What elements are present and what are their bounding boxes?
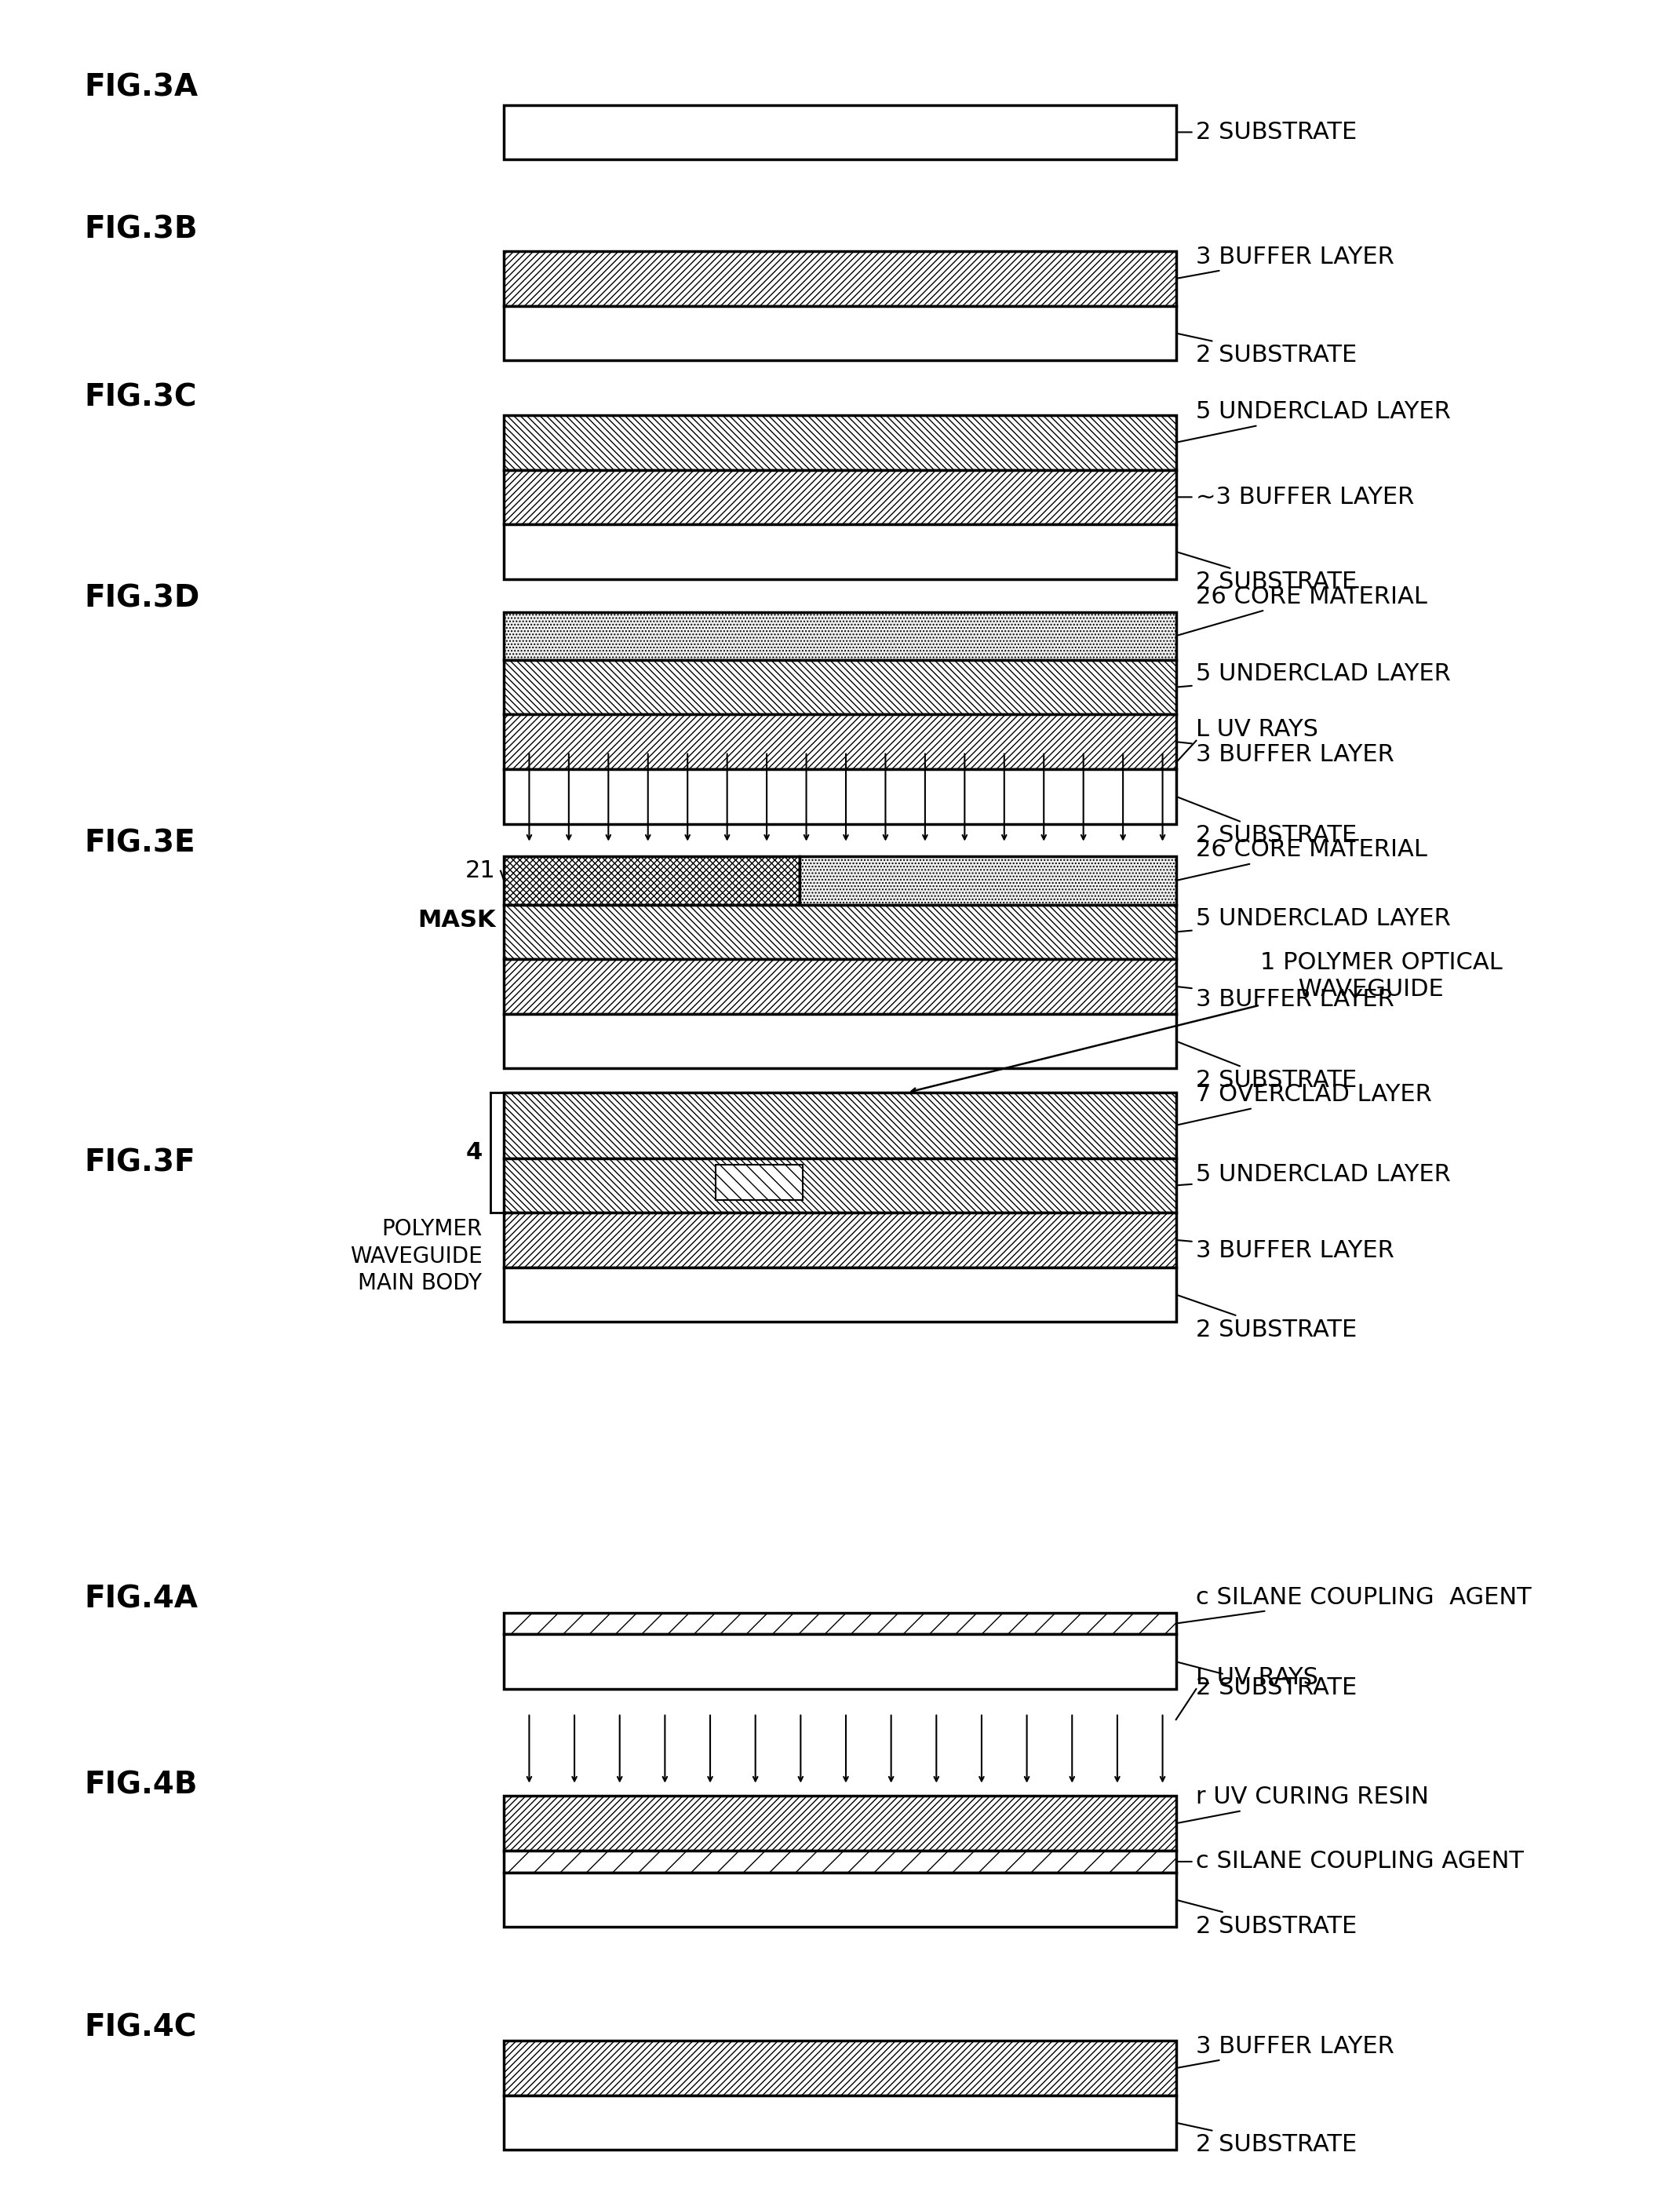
Bar bbox=[504, 769, 1176, 824]
Text: r UV CURING RESIN: r UV CURING RESIN bbox=[1178, 1785, 1430, 1822]
Bar bbox=[504, 1092, 1176, 1158]
Text: FIG.4C: FIG.4C bbox=[84, 2012, 197, 2043]
Text: 5 UNDERCLAD LAYER: 5 UNDERCLAD LAYER bbox=[1178, 662, 1452, 686]
Bar bbox=[504, 415, 1176, 470]
Text: FIG.3C: FIG.3C bbox=[84, 382, 197, 413]
Text: 7 OVERCLAD LAYER: 7 OVERCLAD LAYER bbox=[1178, 1084, 1433, 1125]
Text: 26 CORE MATERIAL: 26 CORE MATERIAL bbox=[1178, 586, 1428, 636]
Bar bbox=[504, 905, 1176, 959]
Text: 2 SUBSTRATE: 2 SUBSTRATE bbox=[1178, 334, 1357, 367]
Text: FIG.3B: FIG.3B bbox=[84, 214, 198, 245]
Bar bbox=[504, 251, 1176, 306]
Text: 26 CORE MATERIAL: 26 CORE MATERIAL bbox=[1178, 839, 1428, 881]
Text: 2 SUBSTRATE: 2 SUBSTRATE bbox=[1178, 2124, 1357, 2157]
Text: c SILANE COUPLING AGENT: c SILANE COUPLING AGENT bbox=[1178, 1851, 1524, 1873]
Bar bbox=[504, 857, 800, 905]
Text: ~3 BUFFER LAYER: ~3 BUFFER LAYER bbox=[1178, 485, 1415, 509]
Text: 5 UNDERCLAD LAYER: 5 UNDERCLAD LAYER bbox=[1178, 1162, 1452, 1186]
Text: FIG.3D: FIG.3D bbox=[84, 583, 200, 614]
Text: c SILANE COUPLING  AGENT: c SILANE COUPLING AGENT bbox=[1178, 1586, 1532, 1623]
Bar bbox=[504, 470, 1176, 524]
Text: 21: 21 bbox=[465, 859, 496, 883]
Text: 5 UNDERCLAD LAYER: 5 UNDERCLAD LAYER bbox=[1178, 400, 1452, 441]
Bar bbox=[504, 1014, 1176, 1068]
Text: 3 BUFFER LAYER: 3 BUFFER LAYER bbox=[1178, 2034, 1394, 2067]
Bar bbox=[504, 959, 1176, 1014]
Text: 2 SUBSTRATE: 2 SUBSTRATE bbox=[1178, 553, 1357, 594]
Bar bbox=[504, 1634, 1176, 1689]
Text: 3 BUFFER LAYER: 3 BUFFER LAYER bbox=[1178, 988, 1394, 1012]
Bar bbox=[504, 1873, 1176, 1927]
Bar bbox=[504, 1613, 1176, 1634]
Bar bbox=[800, 857, 1176, 905]
Text: 4: 4 bbox=[465, 1141, 482, 1165]
Text: FIG.3F: FIG.3F bbox=[84, 1147, 195, 1178]
Text: 5 UNDERCLAD LAYER: 5 UNDERCLAD LAYER bbox=[1178, 907, 1452, 931]
Text: 2 SUBSTRATE: 2 SUBSTRATE bbox=[1178, 120, 1357, 144]
Text: 1 POLYMER OPTICAL
     WAVEGUIDE: 1 POLYMER OPTICAL WAVEGUIDE bbox=[1260, 953, 1502, 1001]
Bar bbox=[504, 105, 1176, 160]
Text: FIG.3E: FIG.3E bbox=[84, 828, 195, 859]
Bar bbox=[504, 612, 1176, 660]
Bar bbox=[504, 524, 1176, 579]
Text: 2 SUBSTRATE: 2 SUBSTRATE bbox=[1178, 798, 1357, 848]
Text: 2 SUBSTRATE: 2 SUBSTRATE bbox=[1178, 1296, 1357, 1342]
Bar bbox=[716, 1165, 803, 1200]
Bar bbox=[504, 306, 1176, 361]
Bar bbox=[504, 1267, 1176, 1322]
Bar bbox=[504, 1851, 1176, 1873]
Text: FIG.3A: FIG.3A bbox=[84, 72, 198, 103]
Bar bbox=[504, 2095, 1176, 2150]
Bar bbox=[504, 1796, 1176, 1851]
Text: L UV RAYS: L UV RAYS bbox=[1196, 719, 1319, 741]
Text: 2 SUBSTRATE: 2 SUBSTRATE bbox=[1178, 1663, 1357, 1700]
Text: 2 SUBSTRATE: 2 SUBSTRATE bbox=[1178, 1042, 1357, 1092]
Text: POLYMER
WAVEGUIDE
MAIN BODY: POLYMER WAVEGUIDE MAIN BODY bbox=[349, 1219, 482, 1294]
Bar bbox=[504, 1158, 1176, 1213]
Text: L UV RAYS: L UV RAYS bbox=[1196, 1667, 1319, 1689]
Bar bbox=[504, 660, 1176, 714]
Bar bbox=[504, 2041, 1176, 2095]
Text: 3 BUFFER LAYER: 3 BUFFER LAYER bbox=[1178, 245, 1394, 277]
Text: MASK: MASK bbox=[417, 909, 496, 931]
Bar bbox=[504, 1213, 1176, 1267]
Text: FIG.4A: FIG.4A bbox=[84, 1584, 198, 1615]
Text: 3 BUFFER LAYER: 3 BUFFER LAYER bbox=[1178, 1239, 1394, 1263]
Text: FIG.4B: FIG.4B bbox=[84, 1770, 197, 1800]
Text: 3 BUFFER LAYER: 3 BUFFER LAYER bbox=[1178, 743, 1394, 767]
Text: 2 SUBSTRATE: 2 SUBSTRATE bbox=[1178, 1901, 1357, 1938]
Bar bbox=[504, 714, 1176, 769]
